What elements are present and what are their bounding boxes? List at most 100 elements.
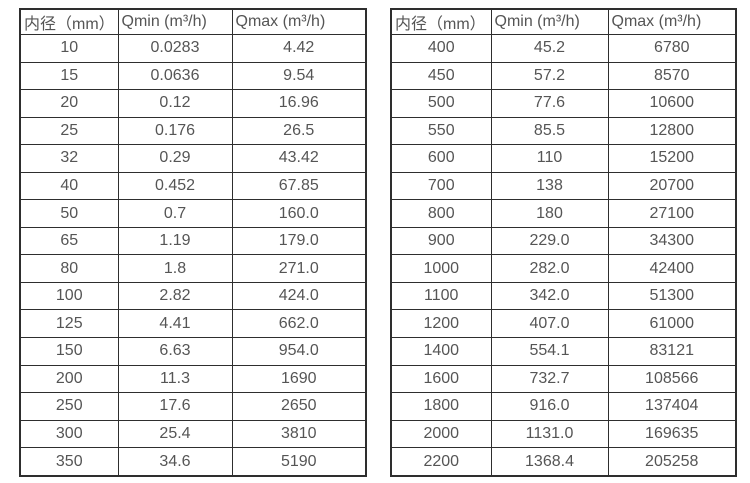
cell-diameter: 700 xyxy=(390,171,492,201)
header-cell-qmax: Qmax (m³/h) xyxy=(231,8,367,35)
table-row: 1000 282.0 42400 xyxy=(390,254,737,283)
table-row: 800 180 27100 xyxy=(390,199,737,228)
cell-qmax: 61000 xyxy=(607,309,737,339)
cell-diameter: 10 xyxy=(19,34,119,63)
header-row: 内径（mm） Qmin (m³/h) Qmax (m³/h) xyxy=(19,8,367,35)
cell-qmax: 27100 xyxy=(607,199,737,228)
cell-diameter: 20 xyxy=(19,89,119,118)
cell-qmax: 271.0 xyxy=(231,254,367,283)
cell-qmax: 42400 xyxy=(607,254,737,283)
cell-qmax: 34300 xyxy=(607,226,737,256)
header-cell-qmin: Qmin (m³/h) xyxy=(490,8,609,35)
cell-qmax: 954.0 xyxy=(231,337,367,366)
cell-qmax: 83121 xyxy=(607,337,737,366)
cell-qmax: 15200 xyxy=(607,144,737,173)
cell-diameter: 450 xyxy=(390,61,492,91)
table-row: 100 2.82 424.0 xyxy=(19,281,367,311)
cell-diameter: 1100 xyxy=(390,281,492,311)
cell-qmin: 0.176 xyxy=(117,116,233,146)
cell-diameter: 350 xyxy=(19,447,119,477)
cell-diameter: 15 xyxy=(19,61,119,91)
cell-qmin: 0.7 xyxy=(117,199,233,228)
table-row: 400 45.2 6780 xyxy=(390,34,737,63)
cell-qmin: 34.6 xyxy=(117,447,233,477)
cell-diameter: 100 xyxy=(19,281,119,311)
cell-qmax: 9.54 xyxy=(231,61,367,91)
header-cell-qmin: Qmin (m³/h) xyxy=(117,8,233,35)
cell-qmax: 2650 xyxy=(231,392,367,421)
cell-diameter: 2200 xyxy=(390,447,492,477)
table-header: 内径（mm） Qmin (m³/h) Qmax (m³/h) xyxy=(390,8,737,35)
table-row: 450 57.2 8570 xyxy=(390,61,737,91)
cell-qmin: 45.2 xyxy=(490,34,609,63)
cell-qmax: 6780 xyxy=(607,34,737,63)
header-cell-diameter: 内径（mm） xyxy=(19,8,119,35)
table-row: 2000 1131.0 169635 xyxy=(390,419,737,449)
cell-qmax: 16.96 xyxy=(231,89,367,118)
table-row: 65 1.19 179.0 xyxy=(19,226,367,256)
table-row: 2200 1368.4 205258 xyxy=(390,447,737,477)
cell-diameter: 900 xyxy=(390,226,492,256)
table-row: 300 25.4 3810 xyxy=(19,419,367,449)
cell-qmin: 407.0 xyxy=(490,309,609,339)
cell-qmin: 2.82 xyxy=(117,281,233,311)
table-row: 1200 407.0 61000 xyxy=(390,309,737,339)
table-row: 25 0.176 26.5 xyxy=(19,116,367,146)
table-row: 150 6.63 954.0 xyxy=(19,337,367,366)
cell-qmax: 5190 xyxy=(231,447,367,477)
table-row: 350 34.6 5190 xyxy=(19,447,367,477)
cell-qmax: 160.0 xyxy=(231,199,367,228)
cell-qmax: 12800 xyxy=(607,116,737,146)
cell-qmin: 1.8 xyxy=(117,254,233,283)
cell-qmax: 26.5 xyxy=(231,116,367,146)
cell-diameter: 200 xyxy=(19,364,119,394)
cell-qmin: 0.29 xyxy=(117,144,233,173)
table-header: 内径（mm） Qmin (m³/h) Qmax (m³/h) xyxy=(19,8,367,35)
cell-qmin: 85.5 xyxy=(490,116,609,146)
table-row: 15 0.0636 9.54 xyxy=(19,61,367,91)
cell-qmin: 342.0 xyxy=(490,281,609,311)
table-row: 550 85.5 12800 xyxy=(390,116,737,146)
cell-diameter: 2000 xyxy=(390,419,492,449)
cell-diameter: 250 xyxy=(19,392,119,421)
cell-qmax: 108566 xyxy=(607,364,737,394)
cell-qmax: 10600 xyxy=(607,89,737,118)
cell-qmax: 8570 xyxy=(607,61,737,91)
cell-qmin: 110 xyxy=(490,144,609,173)
table-row: 125 4.41 662.0 xyxy=(19,309,367,339)
cell-qmin: 0.0636 xyxy=(117,61,233,91)
header-cell-qmax: Qmax (m³/h) xyxy=(607,8,737,35)
cell-qmin: 1368.4 xyxy=(490,447,609,477)
cell-qmax: 169635 xyxy=(607,419,737,449)
cell-diameter: 65 xyxy=(19,226,119,256)
cell-qmax: 137404 xyxy=(607,392,737,421)
cell-qmax: 424.0 xyxy=(231,281,367,311)
header-row: 内径（mm） Qmin (m³/h) Qmax (m³/h) xyxy=(390,8,737,35)
cell-qmax: 662.0 xyxy=(231,309,367,339)
table-body: 10 0.0283 4.42 15 0.0636 9.54 20 0.12 16.96 25 0.1… xyxy=(19,34,367,477)
cell-diameter: 125 xyxy=(19,309,119,339)
cell-qmin: 6.63 xyxy=(117,337,233,366)
table-body: 400 45.2 6780 450 57.2 8570 500 77.6 10600 550 85.… xyxy=(390,34,737,477)
cell-qmax: 3810 xyxy=(231,419,367,449)
cell-diameter: 40 xyxy=(19,171,119,201)
cell-diameter: 1800 xyxy=(390,392,492,421)
cell-diameter: 550 xyxy=(390,116,492,146)
cell-qmax: 179.0 xyxy=(231,226,367,256)
cell-diameter: 1200 xyxy=(390,309,492,339)
table-row: 20 0.12 16.96 xyxy=(19,89,367,118)
cell-qmin: 0.452 xyxy=(117,171,233,201)
cell-diameter: 1400 xyxy=(390,337,492,366)
cell-diameter: 150 xyxy=(19,337,119,366)
cell-diameter: 1600 xyxy=(390,364,492,394)
cell-diameter: 50 xyxy=(19,199,119,228)
cell-qmin: 77.6 xyxy=(490,89,609,118)
flow-spec-table-large-diameters: 内径（mm） Qmin (m³/h) Qmax (m³/h) 400 45.2 6780… xyxy=(390,8,737,477)
cell-diameter: 800 xyxy=(390,199,492,228)
table-row: 10 0.0283 4.42 xyxy=(19,34,367,63)
cell-qmin: 732.7 xyxy=(490,364,609,394)
cell-qmin: 138 xyxy=(490,171,609,201)
cell-qmin: 282.0 xyxy=(490,254,609,283)
table-row: 32 0.29 43.42 xyxy=(19,144,367,173)
